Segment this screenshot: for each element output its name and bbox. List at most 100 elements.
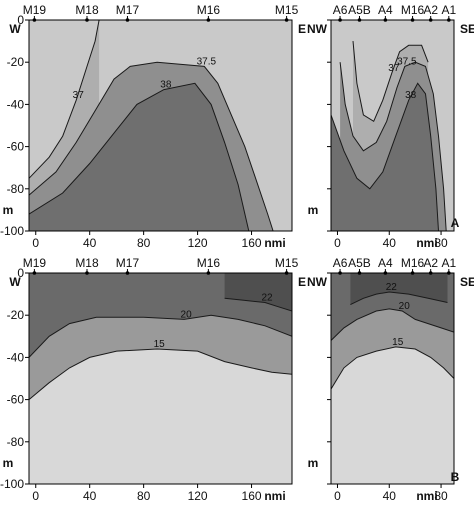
x-axis-label: nmi — [416, 236, 437, 250]
station-label: A1 — [441, 3, 456, 17]
contour-label: 37.5 — [397, 56, 417, 67]
contour-line — [29, 61, 274, 231]
direction-right-label: SE — [460, 275, 474, 289]
shade-band — [224, 273, 292, 311]
station-marker — [447, 271, 451, 275]
contour-label: 37 — [388, 63, 400, 74]
station-marker — [284, 18, 289, 22]
shading-group — [331, 273, 454, 484]
contour-label: 22 — [261, 293, 273, 304]
station-label: A4 — [378, 256, 393, 270]
station-label: M15 — [275, 3, 299, 17]
plot-frame — [28, 272, 293, 485]
station-label: M17 — [116, 3, 140, 17]
x-tick-label: 80 — [434, 236, 448, 250]
direction-right-label: SE — [460, 22, 474, 36]
contour-layer — [29, 20, 454, 400]
y-axis-label: m — [3, 456, 14, 470]
station-marker — [85, 18, 89, 22]
y-tick-label: -100 — [0, 477, 24, 491]
y-tick-label: 0 — [17, 13, 24, 27]
panel-letter: A — [451, 216, 460, 230]
contour-line — [29, 314, 292, 358]
x-tick-label: 40 — [83, 236, 97, 250]
x-axis-label: nmi — [264, 489, 285, 503]
shading-group — [29, 20, 274, 231]
station-label: M18 — [75, 3, 99, 17]
station-marker — [338, 271, 342, 275]
x-tick-label: 40 — [83, 489, 97, 503]
station-label: M19 — [23, 3, 47, 17]
contour-line — [352, 41, 429, 123]
x-tick-label: 0 — [334, 236, 341, 250]
panel-letter: B — [451, 470, 460, 484]
station-label: M16 — [197, 3, 221, 17]
contour-line — [29, 82, 250, 231]
direction-right-label: E — [298, 275, 306, 289]
x-tick-label: 40 — [383, 489, 397, 503]
station-marker — [428, 271, 433, 275]
direction-left-label: W — [9, 275, 21, 289]
direction-left-label: NW — [307, 275, 328, 289]
station-label: A5B — [348, 3, 371, 17]
x-tick-label: 0 — [32, 236, 39, 250]
x-axis-label: nmi — [264, 236, 285, 250]
station-label: M16 — [401, 256, 425, 270]
station-marker — [32, 18, 37, 22]
station-marker — [85, 271, 89, 275]
contour-label: 38 — [405, 90, 417, 101]
x-tick-label: 0 — [334, 489, 341, 503]
station-label: A6 — [333, 256, 348, 270]
contour-line — [350, 291, 448, 306]
station-label: A1 — [441, 256, 456, 270]
y-axis-label: m — [308, 456, 319, 470]
station-marker — [206, 271, 211, 275]
station-label: A6 — [333, 3, 348, 17]
y-axis-label: m — [308, 203, 319, 217]
contour-line — [339, 61, 447, 231]
y-tick-label: -80 — [7, 182, 25, 196]
station-marker — [410, 271, 415, 275]
y-tick-label: -80 — [7, 435, 25, 449]
x-tick-label: 0 — [32, 489, 39, 503]
contour-line — [29, 348, 292, 400]
shade-band — [29, 83, 249, 231]
y-axis-label: m — [3, 203, 14, 217]
station-marker — [410, 18, 415, 22]
contour-group — [29, 20, 274, 231]
y-tick-label: -60 — [7, 140, 25, 154]
contour-label: 15 — [392, 337, 404, 348]
station-marker — [32, 271, 37, 275]
station-label: A5B — [348, 256, 371, 270]
contour-line — [331, 346, 454, 390]
contour-label: 22 — [386, 282, 398, 293]
contour-label: 20 — [399, 301, 411, 312]
contour-line — [331, 82, 439, 231]
shading-group — [331, 41, 447, 231]
shading-layer — [29, 20, 454, 484]
x-tick-label: 80 — [137, 236, 151, 250]
plot-frame — [330, 19, 455, 232]
direction-right-label: E — [298, 22, 306, 36]
contour-group — [29, 297, 292, 400]
contour-label: 37.5 — [197, 56, 217, 67]
x-tick-label: 160 — [242, 489, 262, 503]
station-marker — [383, 18, 388, 22]
station-label: M16 — [401, 3, 425, 17]
axes-layer — [25, 16, 455, 488]
station-marker — [125, 271, 130, 275]
station-marker — [447, 18, 451, 22]
station-marker — [338, 18, 342, 22]
station-marker — [357, 271, 362, 275]
station-label: M18 — [75, 256, 99, 270]
station-label: A2 — [423, 256, 438, 270]
shade-band — [350, 273, 448, 305]
direction-left-label: NW — [307, 22, 328, 36]
y-tick-label: -20 — [7, 55, 25, 69]
y-tick-label: -40 — [7, 97, 25, 111]
station-marker — [284, 271, 289, 275]
x-tick-label: 40 — [383, 236, 397, 250]
plot-frame — [28, 19, 293, 232]
shade-band — [331, 83, 439, 231]
